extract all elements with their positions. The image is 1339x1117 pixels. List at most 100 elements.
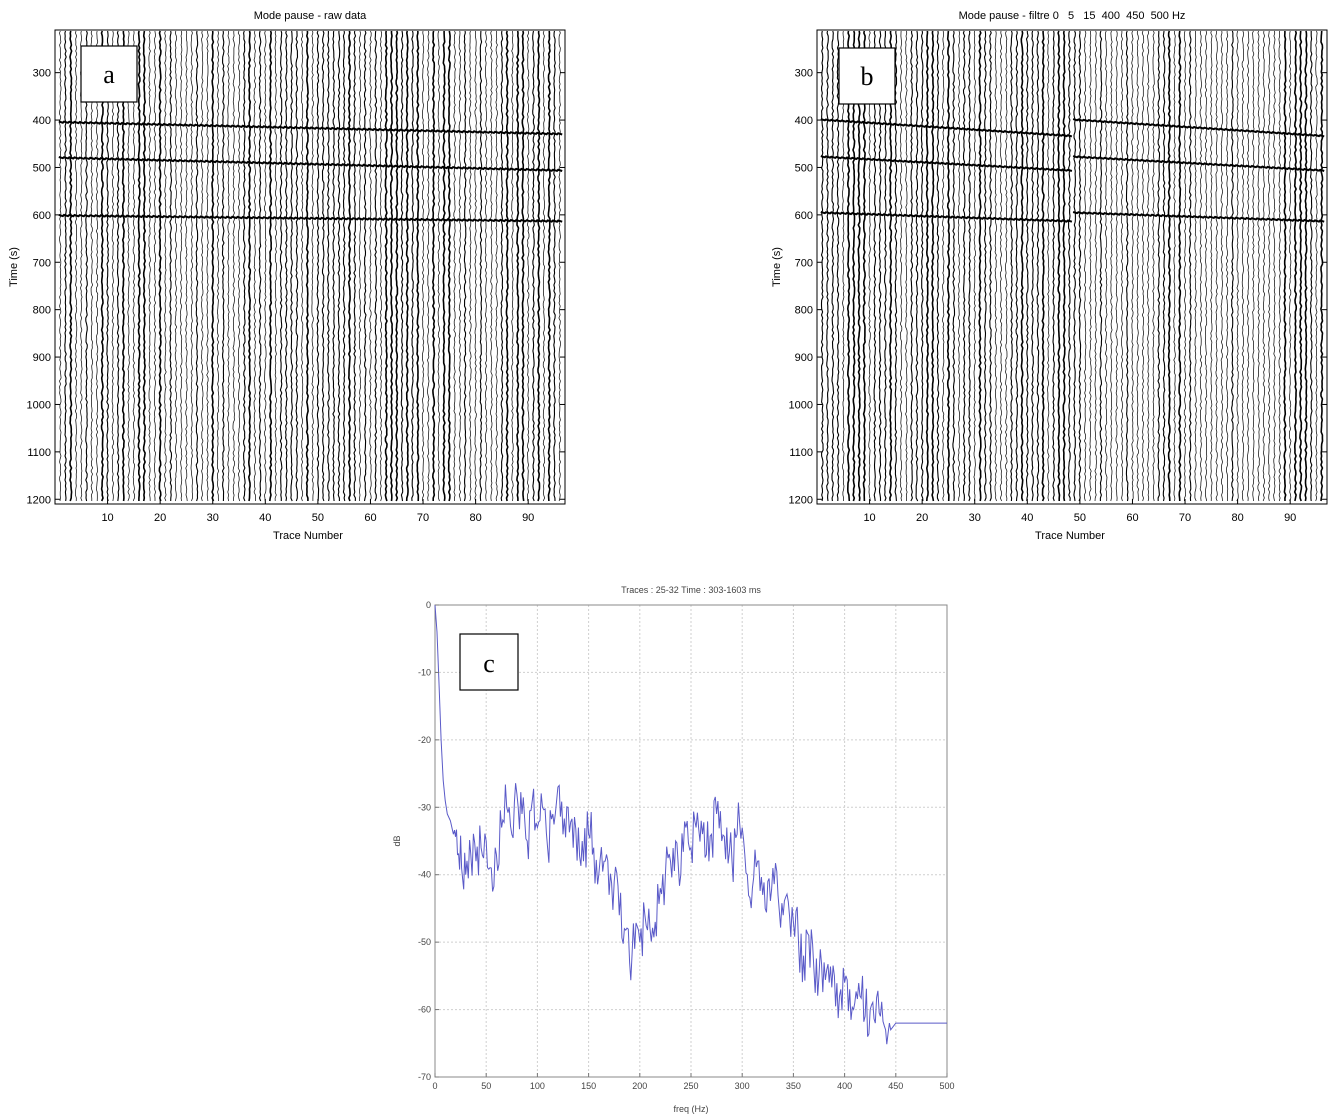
panel-a-label-box <box>80 45 138 103</box>
trace-wiggle <box>1299 30 1303 502</box>
x-tick-label: 30 <box>207 512 219 524</box>
panel-b-events <box>820 118 1325 223</box>
y-tick-label: 400 <box>33 115 51 127</box>
trace-wiggle <box>389 31 394 502</box>
y-tick-label: 900 <box>795 352 813 364</box>
trace-wiggle <box>899 30 903 502</box>
panel-a-title: Mode pause - raw data <box>254 10 367 22</box>
trace-wiggle <box>379 30 383 502</box>
trace-wiggle <box>836 30 840 502</box>
trace-wiggle <box>337 31 341 501</box>
x-tick-label: 50 <box>312 512 324 524</box>
trace-wiggle <box>395 30 399 502</box>
trace-wiggle <box>1110 30 1113 502</box>
trace-wiggle <box>1036 30 1040 502</box>
trace-wiggle <box>1315 30 1318 502</box>
trace-wiggle <box>1257 30 1260 502</box>
trace-wiggle <box>232 31 235 501</box>
trace-wiggle <box>1089 30 1092 502</box>
y-tick-label: 500 <box>795 162 813 174</box>
trace-wiggle <box>1031 30 1034 502</box>
trace-wiggle <box>857 30 861 502</box>
trace-wiggle <box>1162 30 1166 502</box>
trace-wiggle <box>910 31 913 502</box>
trace-wiggle <box>868 30 871 502</box>
panel-c-x-axis-label: freq (Hz) <box>673 1104 708 1114</box>
trace-wiggle <box>127 30 130 502</box>
trace-wiggle <box>1020 30 1024 502</box>
trace-wiggle <box>1157 31 1161 502</box>
panel-b-x-axis-label: Trace Number <box>1035 530 1105 542</box>
trace-wiggle <box>137 30 141 501</box>
trace-wiggle <box>1289 30 1292 502</box>
panel-a-x-axis-label: Trace Number <box>273 530 343 542</box>
x-tick-label: 50 <box>481 1081 491 1091</box>
y-tick-label: 1200 <box>789 494 813 506</box>
trace-wiggle <box>201 30 204 502</box>
trace-wiggle <box>1057 30 1061 501</box>
trace-wiggle <box>453 30 456 501</box>
trace-wiggle <box>527 30 530 502</box>
x-tick-label: 400 <box>837 1081 852 1091</box>
reflection-event <box>820 155 1073 172</box>
trace-wiggle <box>1268 30 1271 502</box>
trace-wiggle <box>1194 30 1197 502</box>
trace-wiggle <box>1236 30 1239 502</box>
trace-wiggle <box>374 30 378 502</box>
trace-wiggle <box>1262 30 1266 502</box>
trace-wiggle <box>1293 30 1298 502</box>
trace-wiggle <box>1152 30 1155 502</box>
trace-wiggle <box>873 30 877 502</box>
trace-wiggle <box>505 30 509 502</box>
trace-wiggle <box>206 30 209 502</box>
trace-wiggle <box>185 30 188 502</box>
x-tick-label: 40 <box>259 512 271 524</box>
trace-wiggle <box>1167 30 1171 502</box>
trace-wiggle <box>532 30 535 502</box>
trace-wiggle <box>463 30 467 502</box>
trace-wiggle <box>862 30 866 502</box>
trace-wiggle <box>1136 30 1139 501</box>
x-tick-label: 20 <box>916 512 928 524</box>
reflection-event <box>58 120 563 136</box>
x-tick-label: 450 <box>888 1081 903 1091</box>
trace-wiggle <box>148 30 151 502</box>
x-tick-label: 20 <box>154 512 166 524</box>
trace-wiggle <box>1141 30 1145 502</box>
panel-a-events <box>58 120 563 223</box>
panel-c-y-ticks: 0 -10 -20 -30 -40 -50 -60 -70 <box>418 600 439 1082</box>
reflection-event <box>1072 118 1325 138</box>
trace-wiggle <box>1120 31 1124 502</box>
trace-wiggle <box>516 30 520 501</box>
trace-wiggle <box>216 30 220 502</box>
trace-wiggle <box>1204 30 1208 502</box>
trace-wiggle <box>416 30 420 502</box>
panel-c-spectrum-line <box>434 604 947 1045</box>
panel-b-plot-frame <box>816 29 1328 505</box>
x-tick-label: 100 <box>530 1081 545 1091</box>
y-tick-label: 300 <box>33 68 51 80</box>
panel-c-x-ticks: 0 50 100 150 200 250 300 350 400 450 500 <box>432 1073 955 1091</box>
trace-wiggle <box>85 30 88 502</box>
x-tick-label: 10 <box>863 512 875 524</box>
trace-wiggle <box>64 30 67 502</box>
y-tick-label: -10 <box>418 667 431 677</box>
trace-wiggle <box>111 30 114 502</box>
trace-wiggle <box>1225 31 1229 502</box>
y-tick-label: 0 <box>426 600 431 610</box>
trace-wiggle <box>442 31 446 502</box>
panel-b-y-axis-label: Time (s) <box>771 247 783 287</box>
panel-c-label-box <box>459 633 519 691</box>
y-tick-label: 800 <box>795 305 813 317</box>
trace-wiggle <box>888 30 893 502</box>
trace-wiggle <box>852 30 856 502</box>
reflection-event <box>1072 211 1325 223</box>
trace-wiggle <box>274 30 277 502</box>
panel-b: 10 20 30 40 50 60 70 80 90 300 400 500 600 700 800 900… <box>771 10 1328 542</box>
x-tick-label: 90 <box>522 512 534 524</box>
trace-wiggle <box>1183 30 1187 502</box>
trace-wiggle <box>300 31 304 502</box>
trace-wiggle <box>920 30 924 502</box>
trace-wiggle <box>421 30 425 502</box>
y-tick-label: -50 <box>418 937 431 947</box>
